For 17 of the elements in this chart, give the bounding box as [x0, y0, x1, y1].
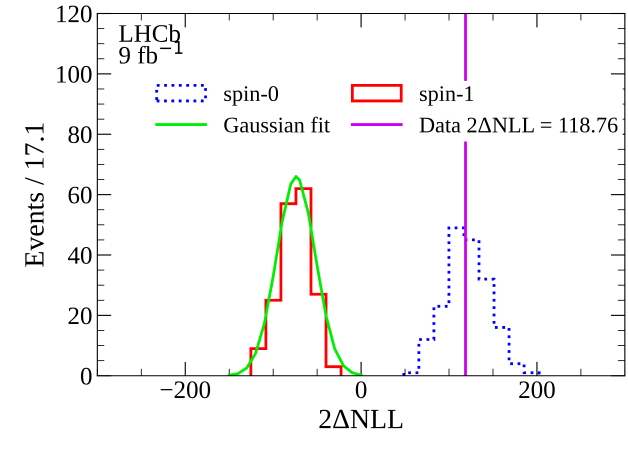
legend-label: Gaussian fit [224, 116, 330, 133]
x-tick-label: 0 [356, 381, 366, 398]
y-axis-title: Events / 17.1 [25, 123, 44, 267]
y-tick-label: 120 [57, 6, 92, 22]
ref-line-label: Data 2ΔNLL = 118.76 [420, 118, 618, 133]
x-tick-label: −200 [160, 381, 210, 398]
x-axis-title: 2ΔNLL [319, 410, 402, 428]
y-tick-label: 100 [57, 66, 92, 83]
y-tick-label: 80 [68, 126, 92, 144]
legend-label: spin-0 [224, 86, 278, 106]
y-tick-label: 20 [68, 307, 92, 324]
y-tick-label: 40 [68, 247, 92, 264]
legend-label: spin-1 [420, 86, 474, 106]
x-tick-label: 200 [519, 381, 555, 398]
annotation: LHCb 9 fb$^{−1}$ [119, 24, 182, 64]
y-tick-label: 60 [68, 186, 92, 204]
y-tick-label: 0 [80, 368, 92, 385]
